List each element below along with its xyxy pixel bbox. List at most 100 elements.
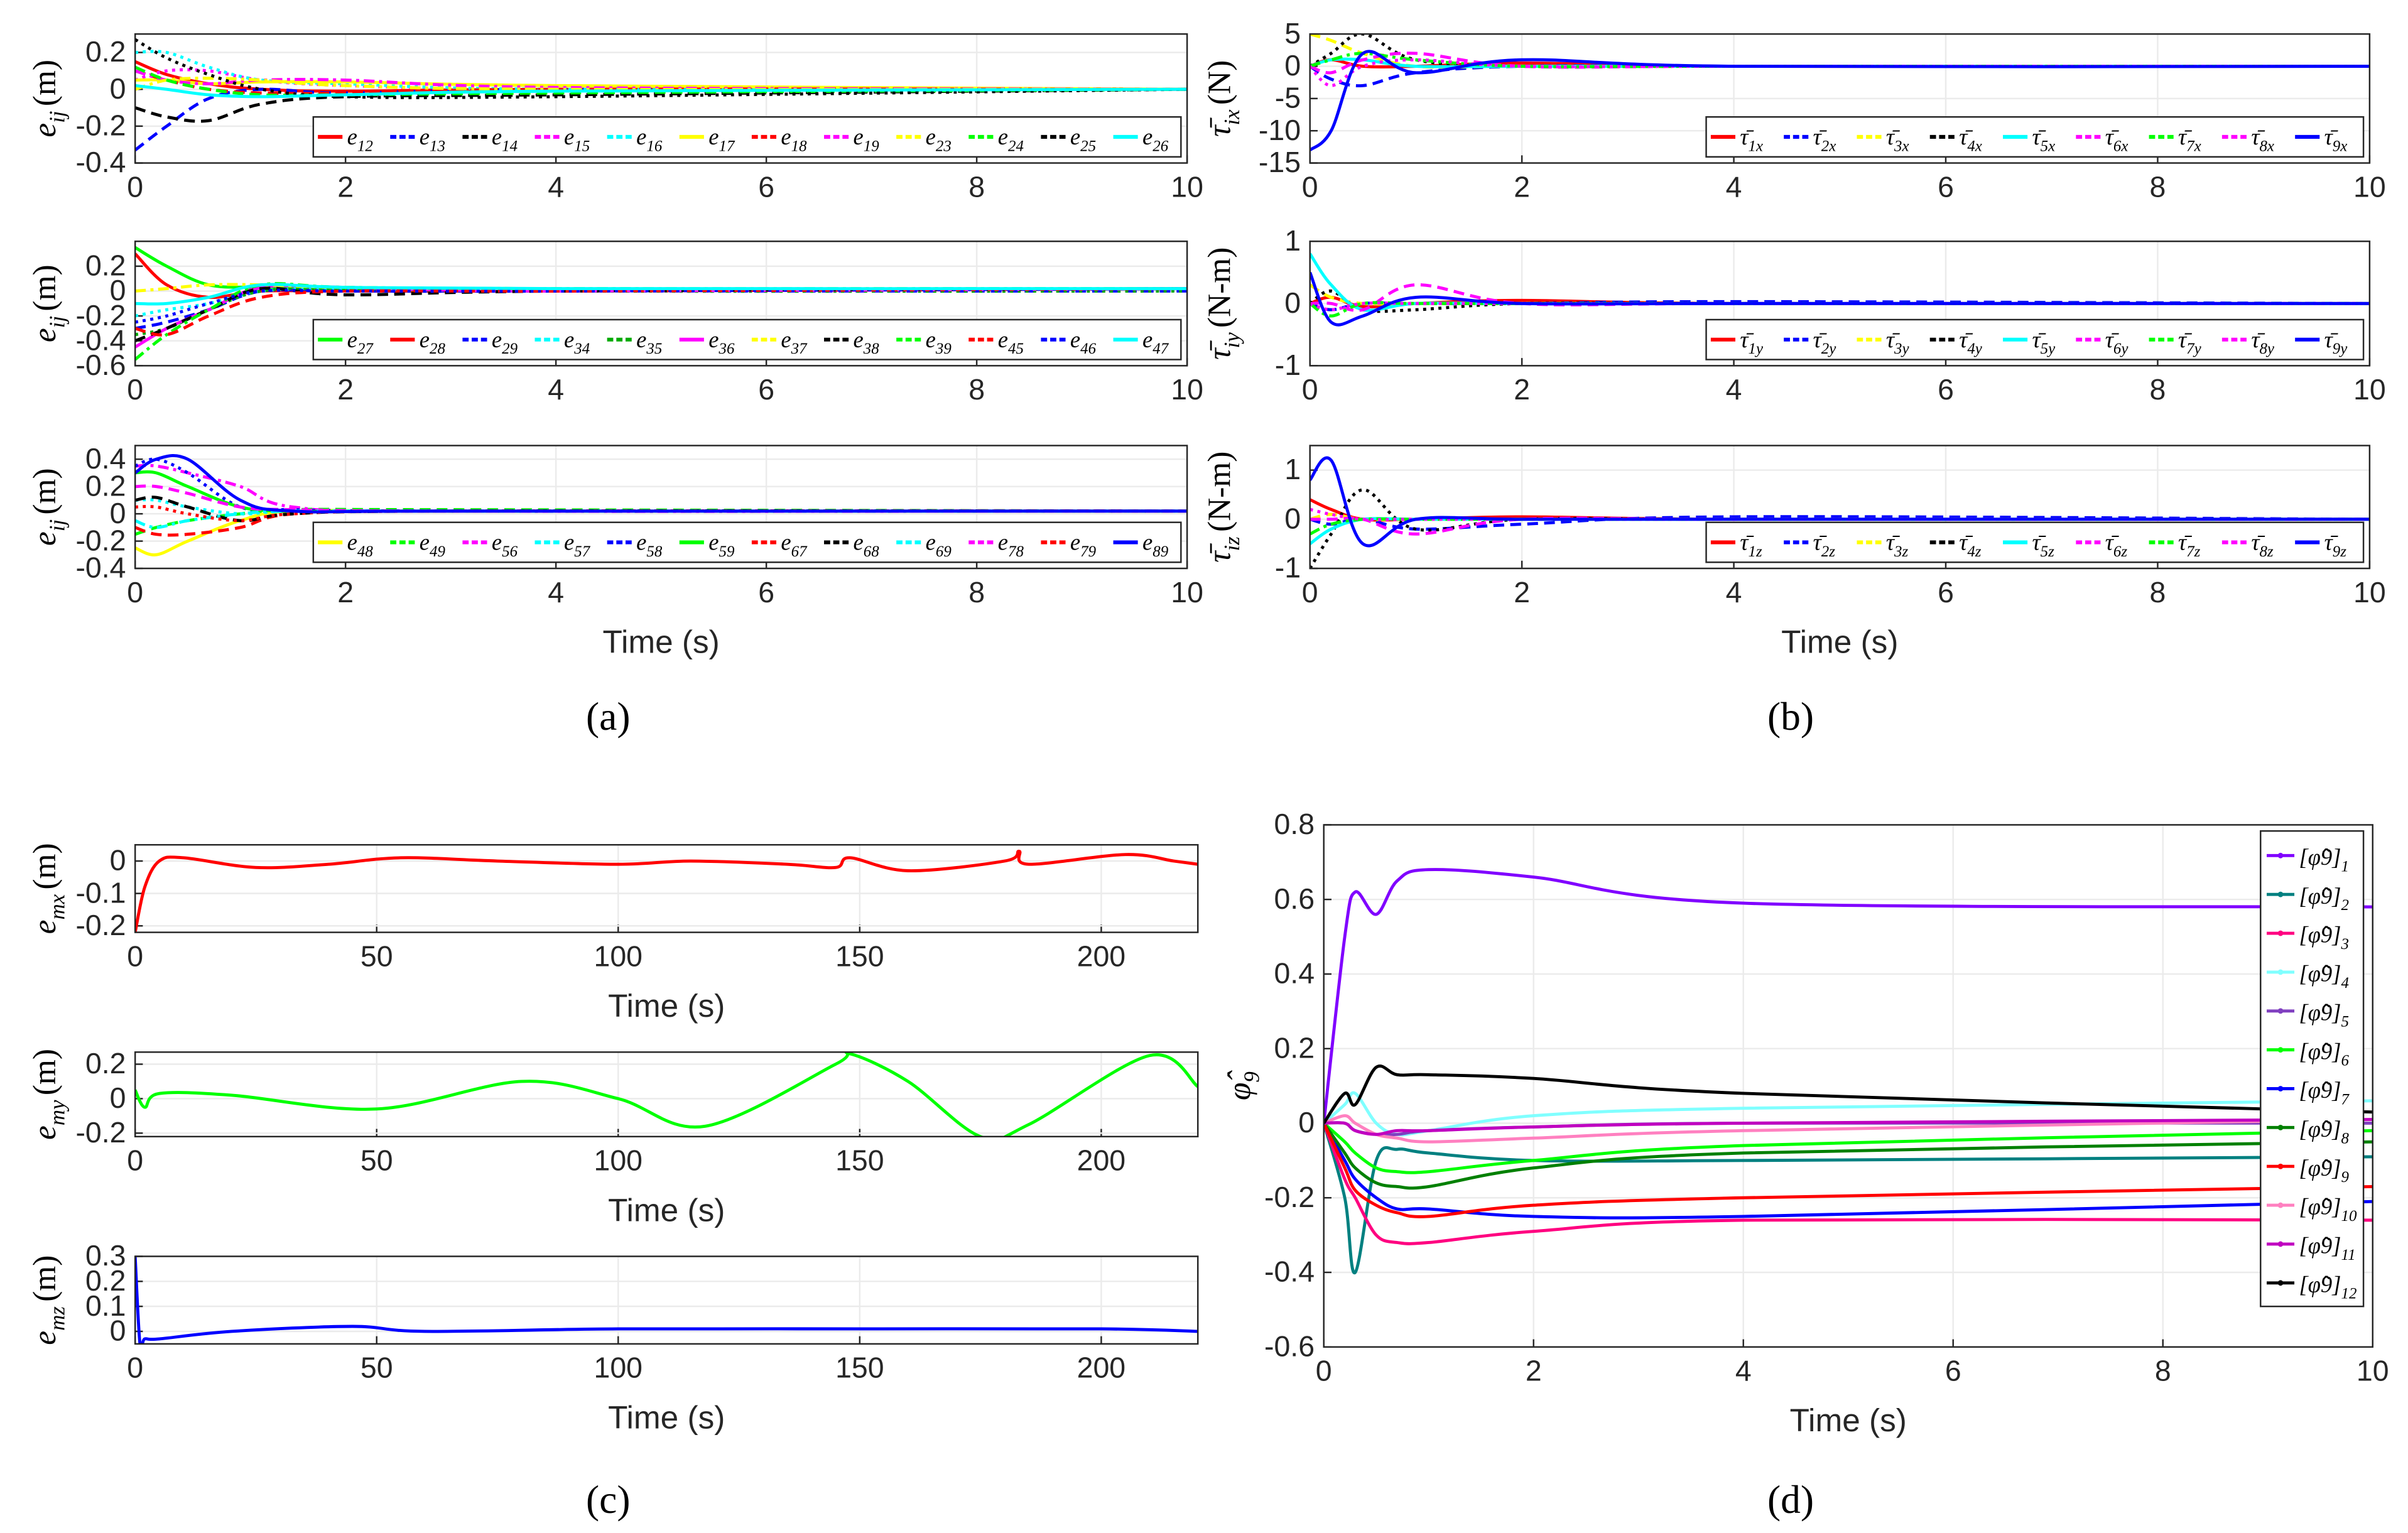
x-tick-label: 150	[835, 1144, 884, 1177]
series-line-9x	[1310, 50, 2370, 152]
legend-entry: e68	[853, 529, 879, 560]
label-base: e	[492, 529, 502, 555]
legend-entry: e69	[926, 529, 952, 560]
label-base: e	[926, 327, 936, 352]
label-sub: 19	[864, 138, 879, 154]
label-base: e	[853, 124, 863, 149]
label-base: e	[27, 1331, 63, 1345]
y-tick-label: -0.4	[75, 323, 126, 356]
label-sub: 89	[1152, 543, 1168, 560]
legend-marker	[2277, 1202, 2284, 1208]
y-tick-label: 0	[110, 72, 126, 105]
label-base: e	[27, 123, 63, 138]
label-base: e	[708, 529, 719, 555]
y-tick-label: 0.4	[1274, 957, 1315, 990]
label-base: e	[420, 124, 430, 149]
y-tick-label: -0.1	[75, 876, 126, 909]
legend-entry: e28	[420, 327, 446, 357]
legend-box	[2260, 830, 2365, 1308]
y-tick-label: -0.4	[1264, 1255, 1315, 1288]
label-sub: 45	[1008, 340, 1024, 357]
legend-entry: e18	[781, 124, 807, 154]
label-base: [φ̂9]	[2299, 1233, 2341, 1259]
label-sub: mz	[45, 1306, 69, 1331]
label-sub: 7x	[2186, 138, 2201, 154]
label-sub: 1x	[1748, 138, 1763, 154]
x-tick-label: 6	[1938, 373, 1954, 406]
legend-entry: e48	[347, 529, 374, 560]
x-tick-label: 2	[337, 373, 354, 406]
label-sub: 5x	[2041, 138, 2056, 154]
legend: [φ̂9]1[φ̂9]2[φ̂9]3[φ̂9]4[φ̂9]5[φ̂9]6[φ̂9…	[2260, 830, 2365, 1308]
label-sub: 9	[2341, 1169, 2350, 1186]
legend-entry: [φ̂9]2	[2299, 883, 2349, 914]
label-unit: (m)	[27, 1049, 63, 1095]
y-label-text: emx (m)	[27, 843, 69, 934]
label-sub: 27	[357, 340, 374, 357]
x-tick-label: 50	[361, 1352, 393, 1384]
label-sub: 11	[2341, 1247, 2356, 1264]
label-base: [φ̂9]	[2299, 883, 2341, 909]
x-tick-label: 50	[361, 940, 393, 972]
y-tick-label: 0	[1298, 1106, 1315, 1139]
y-label-text: φ̂9	[1222, 1070, 1264, 1100]
label-base: [φ̂9]	[2299, 1194, 2341, 1220]
label-base: e	[27, 920, 63, 934]
axes-box	[134, 1255, 1199, 1345]
label-sub: 12	[2341, 1286, 2357, 1303]
label-sub: 69	[936, 543, 952, 560]
label-sub: 6z	[2113, 543, 2127, 560]
series-line-2	[1323, 1122, 2373, 1274]
legend-entry: e49	[420, 529, 446, 560]
y-axis-label: τ̄iz(N-m)	[1202, 452, 1244, 563]
axes-box	[134, 241, 1188, 367]
y-tick-label: -5	[1275, 82, 1301, 114]
label-sub: 23	[936, 138, 952, 154]
y-label-text: emy (m)	[27, 1049, 69, 1140]
label-sub: 9	[1240, 1071, 1264, 1082]
label-sub: 10	[2341, 1208, 2357, 1225]
legend-entry: e38	[853, 327, 879, 357]
x-tick-label: 8	[968, 576, 985, 609]
y-tick-label: 0.1	[85, 1289, 126, 1322]
x-tick-label: 10	[1171, 576, 1203, 609]
x-tick-label: 6	[1945, 1355, 1961, 1387]
x-tick-label: 4	[548, 576, 564, 609]
label-sub: 36	[719, 340, 735, 357]
label-sub: 28	[430, 340, 445, 357]
x-tick-label: 0	[1302, 170, 1318, 203]
label-sub: 25	[1080, 138, 1096, 154]
label-base: [φ̂9]	[2299, 844, 2341, 870]
label-base: e	[492, 327, 502, 352]
x-tick-label: 0	[127, 576, 143, 609]
x-tick-label: 200	[1077, 1144, 1125, 1177]
legend-marker	[2277, 852, 2284, 859]
label-sub: iy	[1220, 332, 1244, 349]
x-axis-label: Time (s)	[608, 1192, 725, 1228]
label-sub: 14	[502, 138, 518, 154]
label-sub: 35	[646, 340, 662, 357]
x-tick-label: 10	[1171, 373, 1203, 406]
axes-box	[134, 445, 1188, 570]
legend-box	[312, 116, 1182, 158]
x-tick-label: 8	[2150, 576, 2166, 609]
axes-box	[1309, 241, 2371, 367]
axes-box	[1309, 445, 2371, 570]
y-axis-label: eij (m)	[27, 468, 69, 546]
legend-entry: [φ̂9]3	[2299, 922, 2349, 953]
x-tick-label: 0	[1302, 373, 1318, 406]
legend-marker	[2277, 1086, 2284, 1092]
legend-entry: [φ̂9]9	[2299, 1155, 2349, 1186]
legend-entry: e24	[998, 124, 1024, 154]
series-line-7	[1323, 1122, 2373, 1220]
y-tick-label: 0.2	[85, 1264, 126, 1297]
y-axis-label: φ̂9	[1222, 1070, 1264, 1100]
legend-box	[1705, 116, 2365, 158]
legend-entry: [φ̂9]8	[2299, 1116, 2349, 1147]
label-sub: 8x	[2259, 138, 2274, 154]
label-unit: (m)	[27, 60, 63, 106]
series-line-12	[1323, 1064, 2373, 1124]
legend-entry: e36	[708, 327, 735, 357]
